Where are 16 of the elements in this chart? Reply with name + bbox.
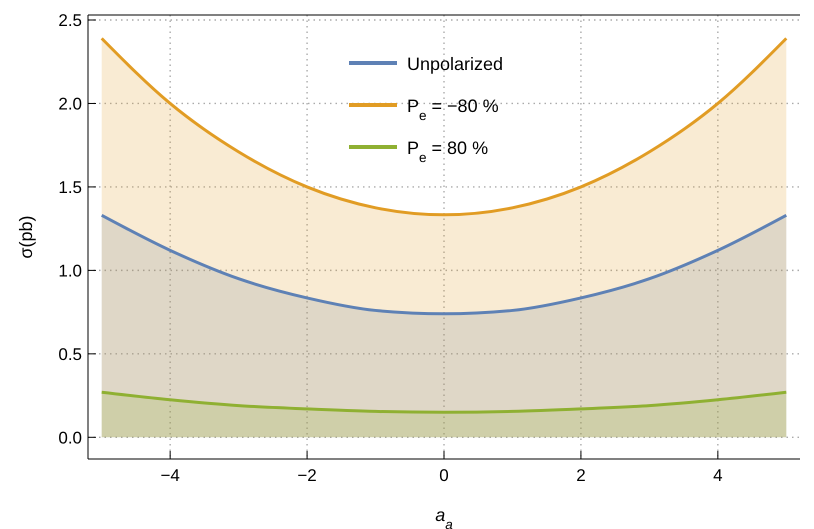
x-tick-label: 0 (439, 466, 449, 485)
x-axis-title: a$_{a}$ (435, 505, 454, 529)
legend-label: P$_{e}$ = 80 % (407, 138, 488, 164)
y-tick-label: 0.5 (58, 344, 82, 364)
y-tick-label: 2.5 (58, 11, 82, 30)
x-tick-label: −4 (160, 466, 180, 485)
x-tick-label: 2 (576, 466, 586, 485)
y-axis-title: σ(pb) (16, 215, 36, 259)
x-tick-label: −2 (297, 466, 317, 485)
y-tick-label: 1.0 (58, 261, 82, 280)
y-tick-label: 2.0 (58, 94, 82, 114)
legend-label: P$_{e}$ = −80 % (407, 96, 499, 122)
legend-label: Unpolarized (407, 54, 504, 74)
y-tick-label: 1.5 (58, 178, 82, 197)
x-tick-label: 4 (713, 466, 723, 485)
y-tick-label: 0.0 (58, 428, 82, 448)
